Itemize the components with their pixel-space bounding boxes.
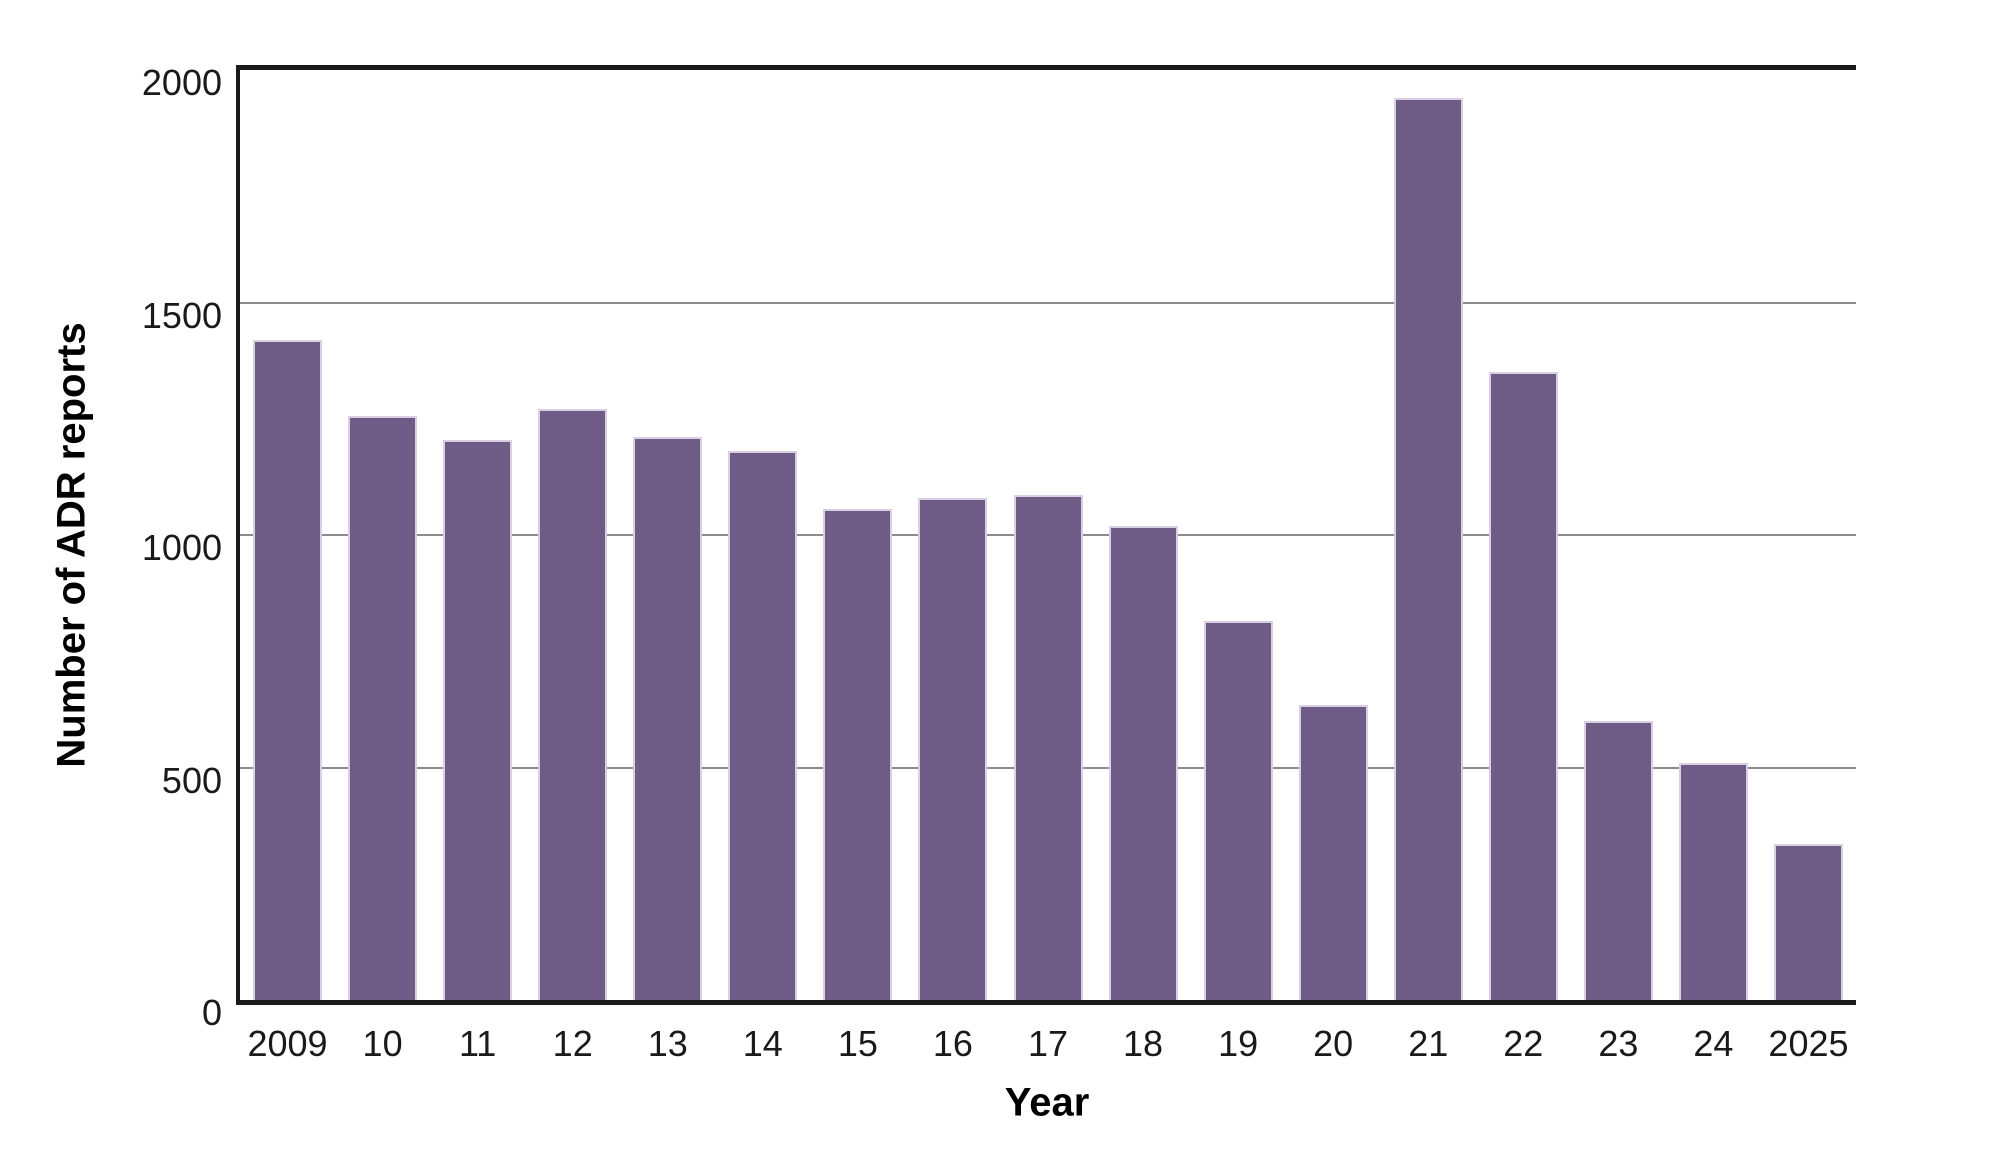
bar-24 <box>1678 762 1748 1000</box>
x-tick-24: 24 <box>1693 1023 1734 1064</box>
bar-21 <box>1393 97 1463 1000</box>
bar-22 <box>1488 372 1558 1000</box>
y-tick-0: 0 <box>201 992 222 1033</box>
x-axis-title: Year <box>1004 1080 1090 1125</box>
bar-12 <box>538 409 608 1000</box>
x-tick-18: 18 <box>1123 1023 1164 1064</box>
x-tick-12: 12 <box>552 1023 593 1064</box>
x-tick-19: 19 <box>1218 1023 1259 1064</box>
plot-area <box>236 65 1856 1005</box>
y-tick-2000: 2000 <box>141 62 222 103</box>
x-tick-15: 15 <box>837 1023 878 1064</box>
y-tick-1500: 1500 <box>141 294 222 336</box>
x-tick-11: 11 <box>458 1023 497 1064</box>
bar-2025 <box>1773 844 1843 1000</box>
bar-23 <box>1583 721 1653 1000</box>
x-tick-13: 13 <box>647 1023 688 1064</box>
x-tick-23: 23 <box>1598 1023 1639 1064</box>
x-tick-22: 22 <box>1503 1023 1544 1064</box>
gridline-1500 <box>240 301 1856 304</box>
x-tick-14: 14 <box>742 1023 783 1064</box>
y-tick-1000: 1000 <box>141 527 222 568</box>
x-tick-2009: 2009 <box>247 1023 328 1064</box>
y-tick-500: 500 <box>161 759 222 801</box>
x-tick-2025: 2025 <box>1768 1023 1849 1064</box>
bar-11 <box>443 439 513 1000</box>
x-tick-16: 16 <box>932 1023 973 1064</box>
bar-16 <box>918 497 988 1000</box>
x-tick-17: 17 <box>1027 1023 1069 1064</box>
x-tick-10: 10 <box>362 1023 403 1064</box>
bar-15 <box>823 509 893 1000</box>
x-tick-21: 21 <box>1408 1023 1449 1064</box>
x-tick-20: 20 <box>1313 1023 1354 1064</box>
bar-17 <box>1013 495 1083 1000</box>
bar-10 <box>348 416 418 1000</box>
bar-18 <box>1108 525 1178 1000</box>
bar-20 <box>1298 704 1368 1000</box>
bar-13 <box>633 437 703 1000</box>
bar-19 <box>1203 621 1273 1000</box>
bar-14 <box>728 451 798 1000</box>
bar-2009 <box>253 339 323 1000</box>
